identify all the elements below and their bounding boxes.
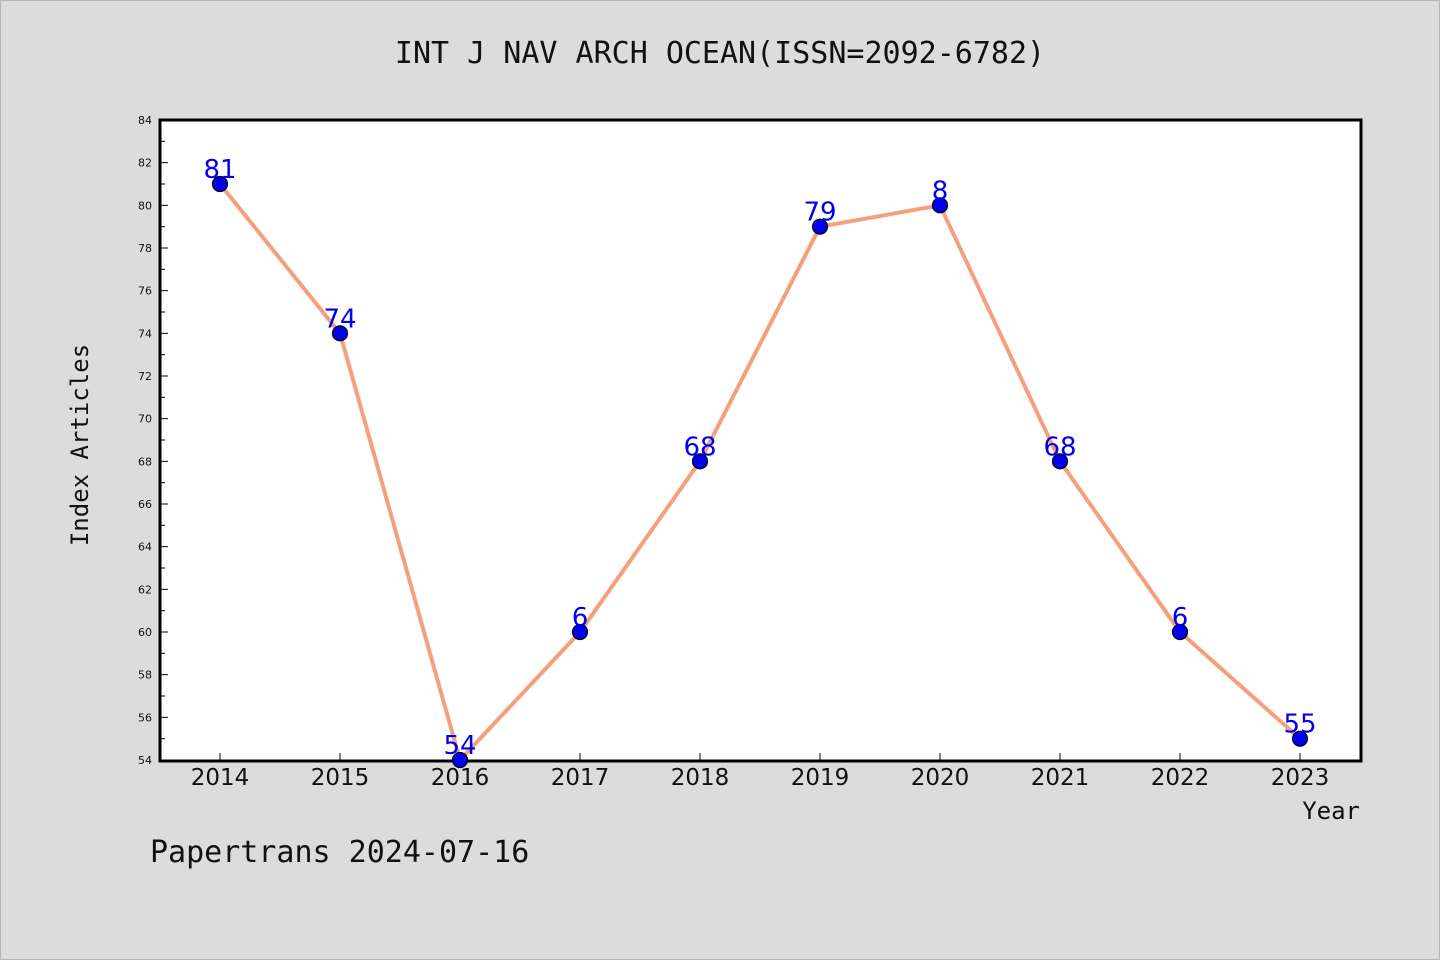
y-tick-label: 54 [138,754,152,767]
x-tick-label: 2017 [551,765,610,791]
y-tick-label: 62 [138,583,152,596]
data-point [331,325,349,342]
x-tick-label: 2023 [1271,765,1330,791]
data-point [1291,730,1309,747]
x-tick-label: 2015 [311,765,370,791]
x-axis: 2014 2015 2016 2017 2018 2019 2020 2021 2022 2023 [191,753,1330,791]
data-point [451,751,469,769]
x-tick-label: 2019 [791,765,850,791]
data-label: 8 [932,176,949,206]
x-tick-label: 2016 [431,765,490,791]
data-point [1051,453,1069,470]
y-tick-label: 58 [138,669,152,682]
data-points [211,175,1309,769]
y-tick-label: 60 [138,626,152,639]
y-tick-label: 84 [138,114,152,127]
x-tick-label: 2014 [191,765,250,791]
y-tick-label: 80 [138,199,152,212]
data-point [1171,623,1189,641]
data-point [931,197,949,214]
data-label: 79 [803,198,836,228]
y-tick-label: 76 [138,285,152,298]
y-tick-label: 72 [138,370,152,383]
x-tick-label: 2020 [911,765,970,791]
x-tick-label: 2022 [1151,765,1210,791]
y-tick-label: 66 [138,498,152,511]
y-tick-label: 56 [138,711,152,724]
data-label: 6 [1172,603,1189,633]
y-tick-label: 68 [138,455,152,468]
data-label: 55 [1283,710,1316,740]
data-label: 6 [572,603,589,633]
data-label: 68 [1043,432,1076,462]
data-labels: 81 74 54 6 68 79 8 68 6 55 [203,155,1316,761]
data-label: 54 [443,731,476,761]
x-axis-label: Year [1302,797,1360,825]
data-label: 68 [683,432,716,462]
footer-note: Papertrans 2024-07-16 [150,835,530,870]
y-tick-label: 70 [138,413,152,426]
data-point [211,175,229,193]
data-point [571,623,589,641]
y-axis: 54 56 58 60 62 64 66 68 70 72 74 76 78 80 82 84 [138,114,168,767]
data-point [691,453,709,470]
data-point [811,218,829,235]
plot-area [158,118,1363,763]
x-tick-label: 2018 [671,765,730,791]
data-label: 81 [203,155,236,185]
chart-title: INT J NAV ARCH OCEAN(ISSN=2092-6782) [394,36,1046,71]
y-tick-label: 78 [138,242,152,255]
series-line [218,182,1302,762]
x-tick-label: 2021 [1031,765,1090,791]
data-label: 74 [323,304,356,334]
y-tick-label: 64 [138,541,152,554]
y-tick-label: 74 [138,327,152,340]
y-tick-label: 82 [138,157,152,170]
